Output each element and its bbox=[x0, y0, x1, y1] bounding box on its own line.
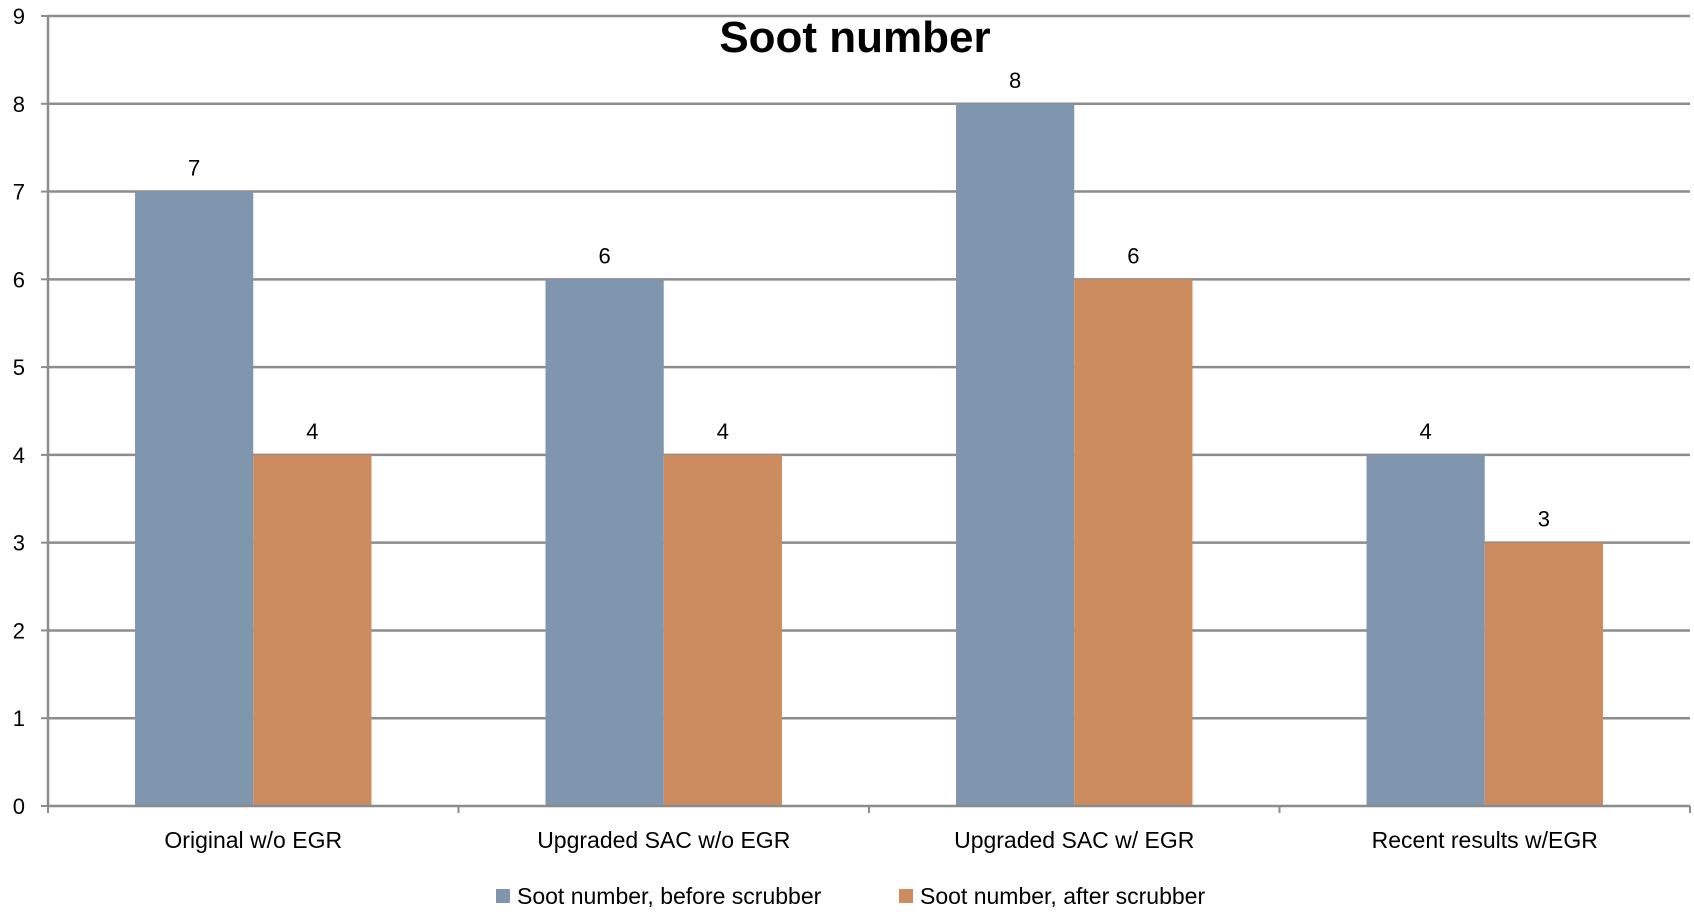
bar-before-scrubber bbox=[545, 279, 664, 806]
y-tick-label: 9 bbox=[13, 4, 25, 29]
x-tick-label: Original w/o EGR bbox=[164, 827, 342, 853]
legend-swatch bbox=[496, 889, 510, 903]
axes: 0 1 2 3 4 5 6 7 8 9 Original w/o EGR Upgraded SAC w… bbox=[13, 4, 1691, 853]
x-tick-label: Upgraded SAC w/ EGR bbox=[954, 827, 1194, 853]
y-tick-label: 0 bbox=[13, 794, 25, 819]
y-tick-label: 7 bbox=[13, 180, 25, 205]
bar-before-scrubber bbox=[956, 103, 1075, 807]
bar-after-scrubber bbox=[1074, 279, 1193, 806]
bar-before-scrubber bbox=[135, 191, 254, 807]
bar-after-scrubber bbox=[1484, 542, 1603, 806]
bars bbox=[135, 103, 1603, 807]
data-label: 6 bbox=[599, 243, 611, 268]
data-label: 8 bbox=[1009, 68, 1021, 93]
y-tick-label: 8 bbox=[13, 92, 25, 117]
y-tick-label: 6 bbox=[13, 267, 25, 292]
data-label: 4 bbox=[717, 419, 729, 444]
y-tick-label: 2 bbox=[13, 618, 25, 643]
chart-title: Soot number bbox=[719, 13, 990, 62]
data-label: 4 bbox=[306, 419, 318, 444]
data-labels: 7 4 6 4 8 6 4 3 bbox=[188, 68, 1550, 532]
legend: Soot number, before scrubber Soot number,… bbox=[496, 883, 1205, 909]
x-tick-label: Upgraded SAC w/o EGR bbox=[537, 827, 790, 853]
data-label: 3 bbox=[1538, 507, 1550, 532]
legend-swatch bbox=[899, 889, 913, 903]
y-tick-label: 1 bbox=[13, 706, 25, 731]
legend-label: Soot number, after scrubber bbox=[920, 883, 1205, 909]
y-tick-label: 4 bbox=[13, 443, 25, 468]
legend-label: Soot number, before scrubber bbox=[517, 883, 822, 909]
bar-after-scrubber bbox=[253, 454, 372, 806]
bar-after-scrubber bbox=[663, 454, 782, 806]
y-tick-label: 3 bbox=[13, 531, 25, 556]
x-tick-label: Recent results w/EGR bbox=[1372, 827, 1598, 853]
bar-before-scrubber bbox=[1366, 454, 1485, 806]
y-tick-label: 5 bbox=[13, 355, 25, 380]
data-label: 7 bbox=[188, 156, 200, 181]
data-label: 6 bbox=[1127, 243, 1139, 268]
data-label: 4 bbox=[1420, 419, 1432, 444]
